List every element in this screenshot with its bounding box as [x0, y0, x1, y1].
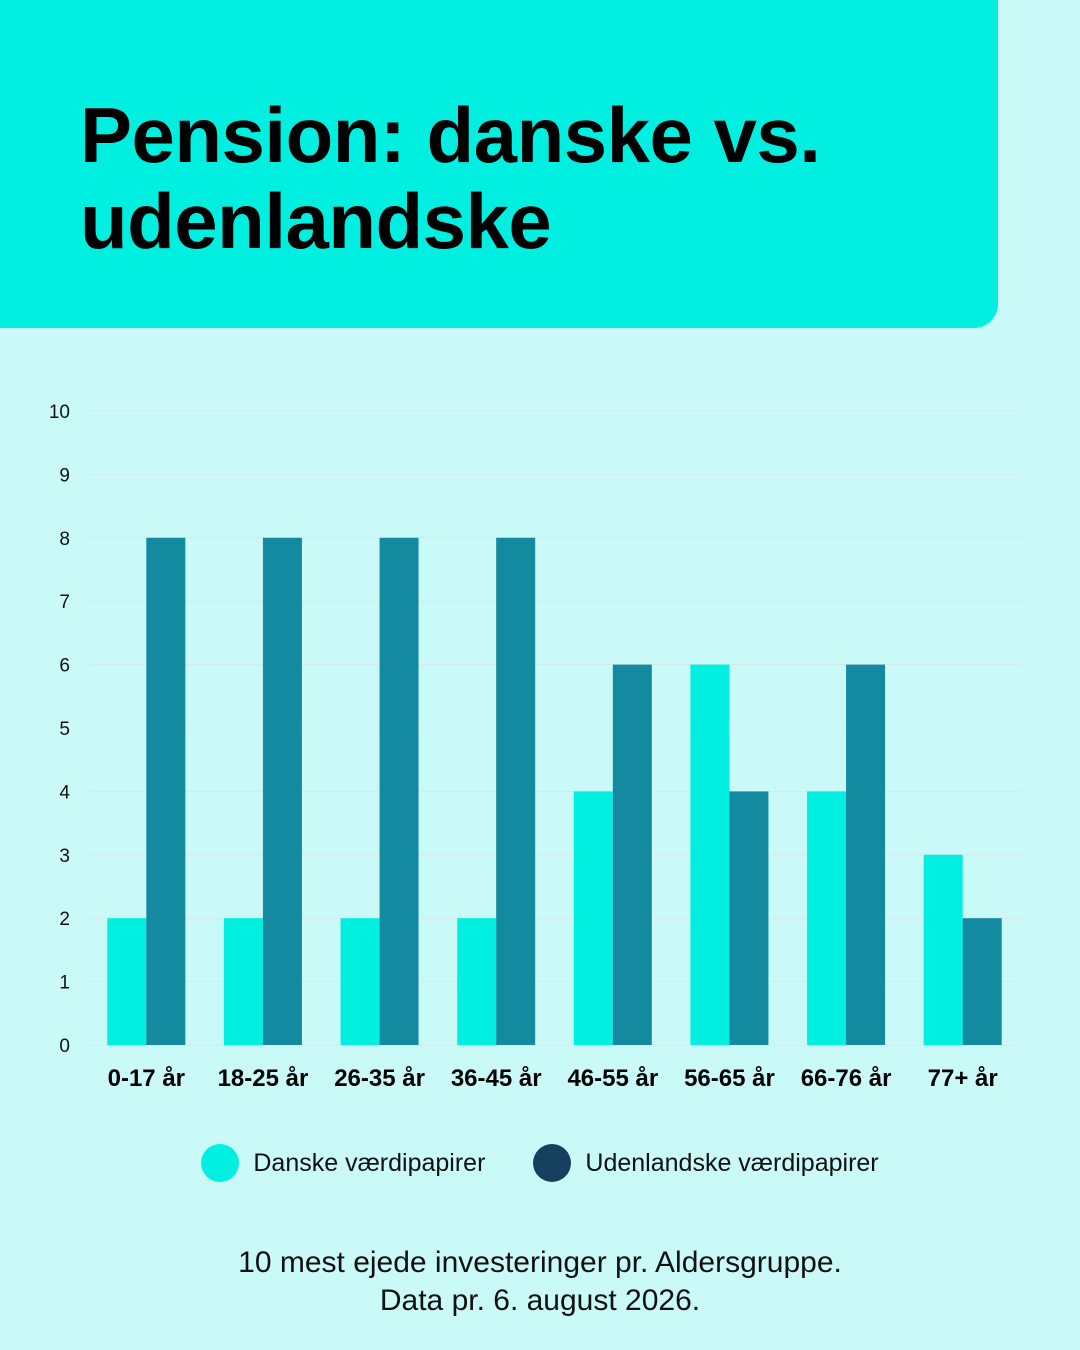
page-title: Pension: danske vs. udenlandske — [80, 91, 821, 265]
legend-item-danske: Danske værdipapirer — [201, 1144, 485, 1182]
bar-udenlandske — [146, 537, 186, 1045]
bar-danske — [223, 918, 263, 1045]
bar-udenlandske — [612, 664, 652, 1045]
legend-label-danske: Danske værdipapirer — [253, 1148, 486, 1177]
bar-udenlandske — [846, 664, 886, 1045]
x-tick-label: 46-55 år — [567, 1065, 658, 1092]
bar-danske — [573, 791, 613, 1045]
bar-udenlandske — [379, 537, 419, 1045]
bar-udenlandske — [962, 918, 1002, 1045]
header-banner: Pension: danske vs. udenlandske — [0, 0, 998, 328]
bar-danske — [690, 664, 730, 1045]
y-tick-label: 10 — [49, 402, 70, 423]
footnote-line-2: Data pr. 6. august 2026. — [379, 1284, 701, 1317]
footnote-line-1: 10 mest ejede investeringer pr. Aldersgr… — [238, 1246, 842, 1279]
x-tick-label: 36-45 år — [451, 1065, 542, 1092]
bar-danske — [807, 791, 847, 1045]
legend-swatch-udenlandske — [533, 1144, 572, 1182]
x-tick-label: 56-65 år — [684, 1065, 775, 1092]
y-tick-label: 9 — [59, 465, 70, 486]
bar-danske — [923, 854, 963, 1045]
bar-danske — [457, 918, 497, 1045]
bar-udenlandske — [729, 791, 769, 1045]
legend-item-udenlandske: Udenlandske værdipapirer — [533, 1144, 879, 1182]
x-tick-label: 77+ år — [928, 1065, 998, 1092]
y-tick-label: 7 — [59, 592, 70, 613]
y-tick-label: 8 — [59, 529, 70, 550]
y-tick-label: 0 — [59, 1036, 70, 1057]
y-tick-label: 5 — [59, 719, 70, 740]
x-tick-label: 0-17 år — [108, 1065, 185, 1092]
bar-danske — [340, 918, 380, 1045]
legend-label-udenlandske: Udenlandske værdipapirer — [585, 1148, 879, 1177]
bar-udenlandske — [262, 537, 302, 1045]
footnote: 10 mest ejede investeringer pr. Aldersgr… — [0, 1244, 1080, 1320]
x-tick-label: 66-76 år — [801, 1065, 892, 1092]
bar-danske — [107, 918, 147, 1045]
bar-udenlandske — [496, 537, 536, 1045]
x-tick-label: 26-35 år — [334, 1065, 425, 1092]
y-tick-label: 3 — [59, 846, 70, 867]
legend-swatch-danske — [201, 1144, 240, 1182]
y-tick-label: 1 — [59, 973, 70, 994]
y-tick-label: 6 — [59, 656, 70, 677]
y-tick-label: 2 — [59, 909, 70, 930]
bar-chart: 0 1 2 3 4 5 6 7 8 9 10 0-17 år 18-25 år 26-35 år 36-45… — [49, 402, 1022, 1092]
y-tick-label: 4 — [59, 782, 70, 803]
chart-legend: Danske værdipapirer Udenlandske værdipap… — [0, 1144, 1080, 1182]
x-tick-label: 18-25 år — [218, 1065, 309, 1092]
